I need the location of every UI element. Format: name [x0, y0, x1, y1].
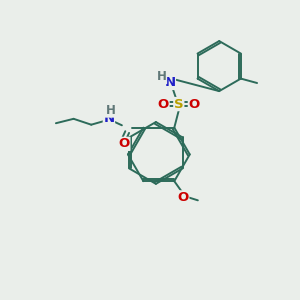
Text: H: H [106, 104, 115, 117]
Text: O: O [118, 137, 130, 150]
Text: H: H [157, 70, 166, 83]
Text: O: O [178, 191, 189, 204]
Text: O: O [158, 98, 169, 111]
Text: O: O [188, 98, 200, 111]
Text: N: N [164, 76, 175, 89]
Text: N: N [103, 112, 115, 125]
Text: S: S [174, 98, 184, 111]
